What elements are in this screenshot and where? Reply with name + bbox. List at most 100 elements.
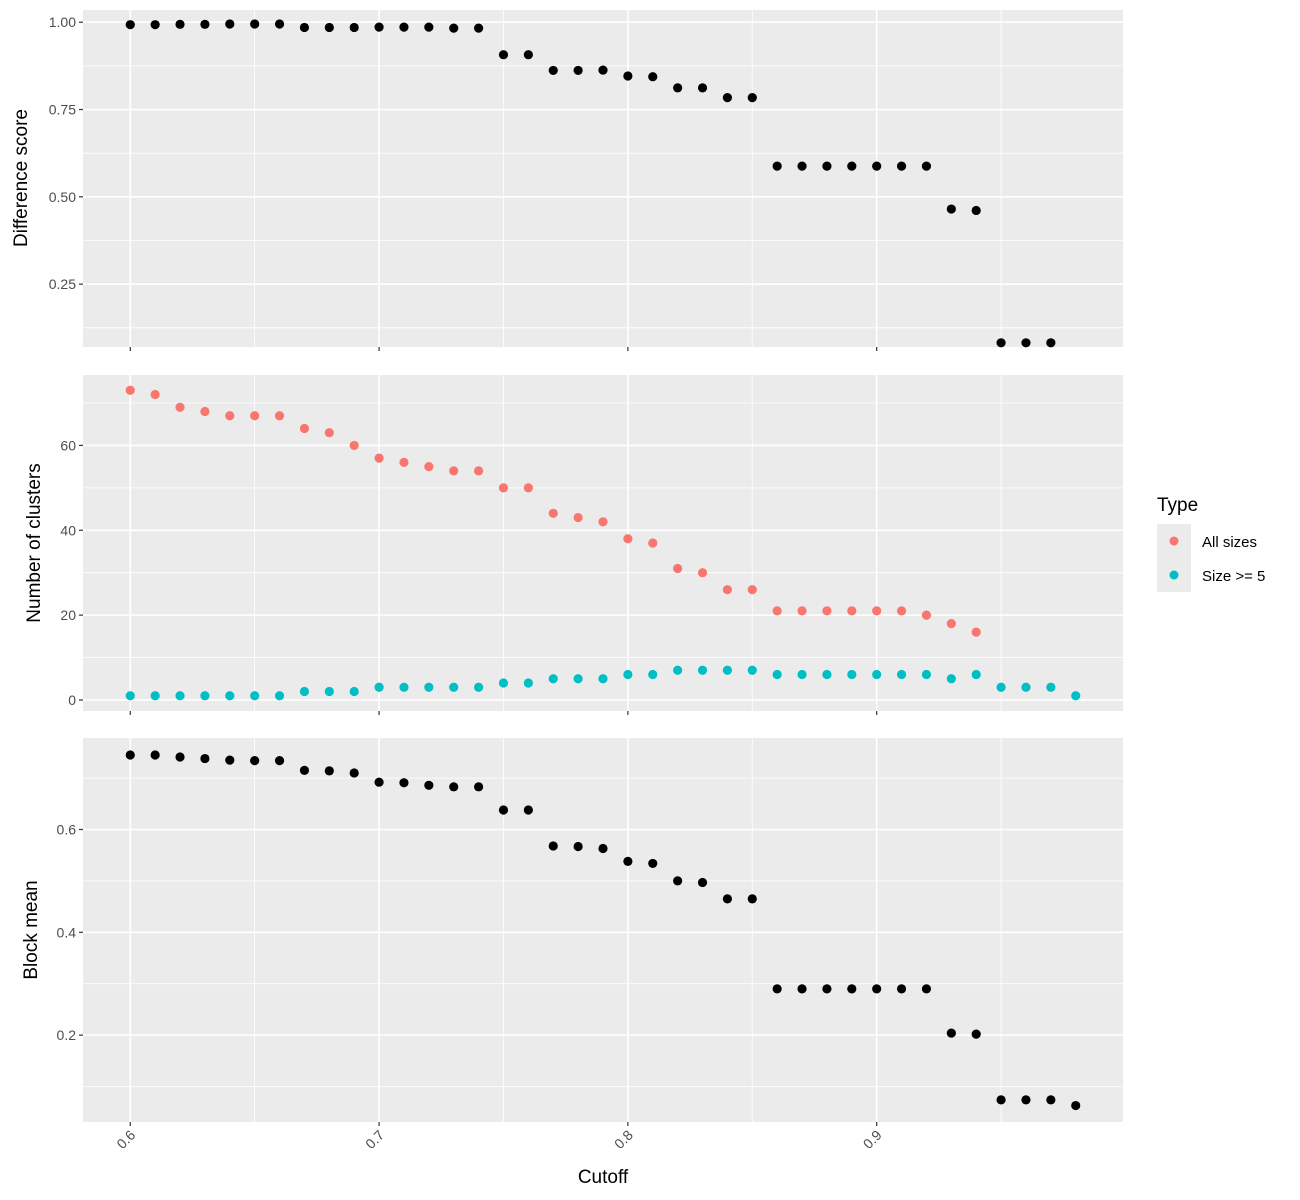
data-point	[573, 674, 583, 684]
data-point	[250, 756, 260, 766]
data-point	[175, 19, 185, 29]
data-point	[299, 765, 310, 775]
data-point	[896, 669, 907, 680]
data-point	[449, 682, 459, 692]
block-mean-panel: 0.6 0.7 0.8 0.90.20.40.6	[57, 738, 1123, 1152]
data-point	[996, 682, 1006, 692]
data-point	[797, 161, 807, 171]
data-point	[473, 782, 484, 792]
data-point	[797, 606, 807, 616]
data-point	[772, 984, 782, 994]
data-point	[772, 606, 782, 616]
data-point	[697, 877, 708, 888]
data-point	[623, 71, 633, 81]
data-point	[872, 606, 882, 616]
data-point	[473, 466, 484, 476]
data-point	[225, 691, 235, 701]
data-point	[225, 411, 235, 421]
data-point	[498, 805, 509, 815]
data-point	[150, 750, 160, 760]
data-point	[274, 691, 285, 701]
data-point	[573, 512, 583, 523]
data-point	[722, 665, 733, 675]
data-point	[822, 669, 832, 680]
data-point	[921, 610, 932, 620]
data-point	[498, 483, 509, 493]
panel-background	[83, 738, 1123, 1122]
data-point	[648, 669, 658, 680]
y-tick-label: 0.6	[57, 822, 77, 838]
data-point	[498, 50, 509, 60]
data-point	[1071, 691, 1081, 701]
data-point	[473, 682, 484, 692]
data-point	[1021, 682, 1031, 692]
data-point	[200, 19, 210, 29]
y-tick-label: 1.00	[49, 14, 76, 30]
data-point	[250, 19, 260, 29]
data-point	[200, 691, 210, 701]
data-point	[274, 411, 285, 421]
legend-item-all-sizes: All sizes	[1157, 524, 1257, 558]
data-point	[623, 856, 633, 866]
data-point	[847, 606, 857, 616]
data-point	[125, 385, 135, 395]
y-tick-label: 40	[60, 522, 76, 538]
data-point	[573, 841, 583, 852]
data-point	[1046, 338, 1056, 348]
data-point	[747, 894, 757, 904]
data-point	[896, 606, 907, 616]
data-point	[872, 161, 882, 171]
y-tick-label: 0.25	[49, 276, 76, 292]
data-point	[424, 780, 434, 790]
data-point	[548, 674, 558, 684]
data-point	[374, 453, 384, 463]
data-point	[349, 686, 359, 697]
data-point	[722, 93, 733, 103]
data-point	[697, 568, 708, 578]
data-point	[175, 691, 185, 701]
data-point	[548, 841, 558, 851]
data-point	[822, 606, 832, 616]
data-point	[374, 682, 384, 692]
data-point	[523, 805, 533, 815]
data-point	[449, 782, 459, 792]
data-point	[921, 161, 932, 171]
data-point	[722, 585, 733, 595]
data-point	[946, 619, 956, 629]
data-point	[697, 665, 708, 675]
data-point	[125, 691, 135, 701]
data-point	[324, 766, 334, 776]
legend-title: Type	[1157, 495, 1198, 516]
data-point	[399, 682, 409, 692]
data-point	[150, 389, 160, 400]
data-point	[673, 876, 683, 886]
data-point	[225, 755, 235, 765]
y-tick-label: 0	[68, 692, 76, 708]
data-point	[573, 65, 583, 76]
data-point	[772, 669, 782, 680]
legend-label-size-ge-5: Size >= 5	[1202, 568, 1265, 585]
number-of-clusters-panel: 0 20 40 60	[60, 375, 1123, 715]
data-point	[175, 402, 185, 412]
data-point	[424, 22, 434, 32]
data-point	[623, 669, 633, 680]
data-point	[847, 984, 857, 994]
data-point	[523, 483, 533, 493]
data-point	[598, 674, 608, 684]
data-point	[673, 563, 683, 574]
y-tick-label: 0.4	[57, 924, 77, 940]
data-point	[822, 984, 832, 994]
data-point	[250, 411, 260, 421]
data-point	[498, 678, 509, 688]
legend-label-all-sizes: All sizes	[1202, 534, 1257, 551]
data-point	[872, 669, 882, 680]
data-point	[349, 22, 359, 33]
data-point	[921, 984, 932, 994]
difference-score-panel: 0.25 0.50 0.75 1.00	[49, 10, 1123, 351]
data-point	[722, 894, 733, 904]
data-point	[523, 50, 533, 60]
data-point	[772, 161, 782, 171]
data-point	[946, 674, 956, 684]
data-point	[623, 534, 633, 544]
data-point	[648, 72, 658, 82]
